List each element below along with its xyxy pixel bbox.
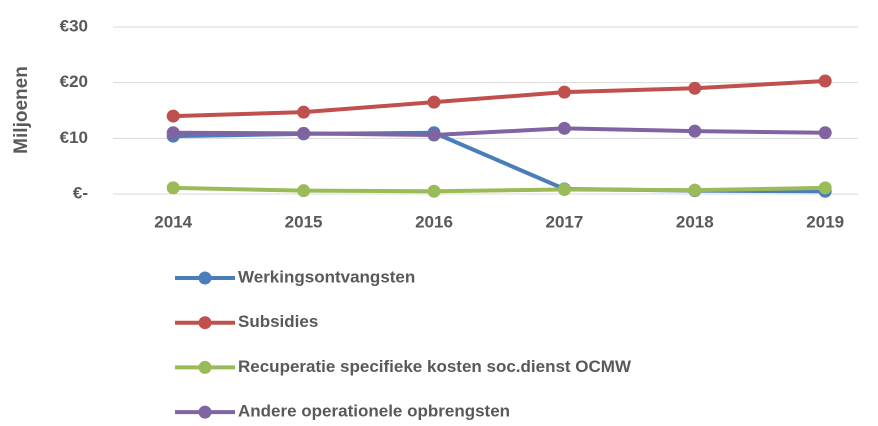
y-tick-label: €10	[60, 128, 88, 147]
data-point	[818, 126, 832, 140]
y-tick-label: €30	[60, 16, 88, 35]
x-tick-label: 2016	[415, 212, 453, 231]
x-tick-label: 2014	[154, 212, 192, 231]
legend-marker	[198, 271, 212, 285]
series-line	[173, 130, 826, 194]
data-point	[818, 74, 832, 88]
series-line	[173, 78, 826, 119]
legend-label: Werkingsontvangsten	[238, 267, 415, 286]
y-axis-label: Miljoenen	[11, 66, 32, 154]
x-tick-label: 2018	[676, 212, 714, 231]
data-point	[166, 126, 180, 140]
data-point	[688, 124, 702, 138]
data-point	[688, 183, 702, 197]
data-point	[297, 184, 311, 198]
y-tick-label: €20	[60, 72, 88, 91]
x-tick-label: 2019	[806, 212, 844, 231]
data-point	[427, 184, 441, 198]
legend-marker	[198, 405, 212, 419]
data-point	[557, 121, 571, 135]
legend-label: Subsidies	[238, 312, 318, 331]
legend-label: Recuperatie specifieke kosten soc.dienst…	[238, 357, 632, 376]
data-point	[427, 95, 441, 109]
data-point	[818, 181, 832, 195]
data-point	[557, 183, 571, 197]
series-line	[173, 126, 826, 137]
legend-label: Andere operationele opbrengsten	[238, 402, 510, 421]
legend-marker	[198, 316, 212, 330]
series-line	[173, 185, 826, 194]
data-point	[166, 109, 180, 123]
data-point	[557, 85, 571, 99]
data-point	[297, 105, 311, 119]
data-point	[427, 128, 441, 142]
legend-marker	[198, 360, 212, 374]
data-point	[688, 81, 702, 95]
x-tick-label: 2017	[545, 212, 583, 231]
x-tick-label: 2015	[285, 212, 323, 231]
data-point	[166, 181, 180, 195]
data-point	[297, 126, 311, 140]
y-tick-label: €-	[73, 183, 88, 202]
